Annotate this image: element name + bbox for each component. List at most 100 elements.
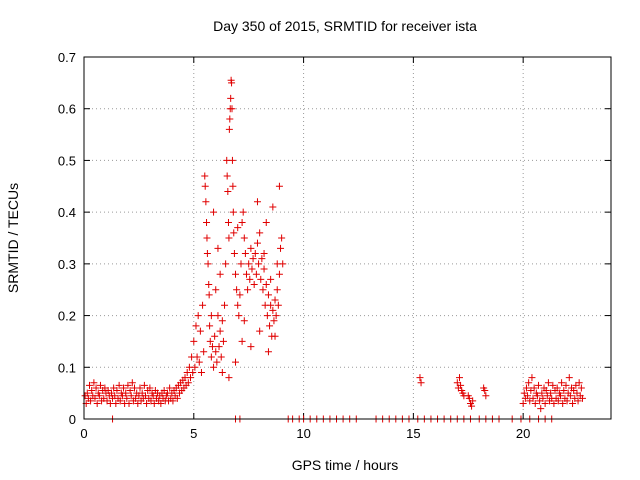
data-point [206,322,214,330]
data-point [542,387,550,395]
data-point [272,312,280,320]
data-point [277,244,285,252]
data-point [207,312,215,320]
data-point [538,389,546,397]
data-point [124,381,132,389]
data-point [259,286,267,294]
data-point [556,392,564,400]
data-point [525,379,533,387]
data-point [238,337,246,345]
data-point [150,399,158,407]
data-point [237,260,245,268]
data-point [544,379,552,387]
data-point [275,182,283,190]
data-point [541,399,549,407]
x-tick-label: 20 [516,426,530,441]
data-point [173,394,181,402]
data-point [196,327,204,335]
data-point [468,402,476,410]
data-point [228,79,236,87]
data-point [205,281,213,289]
data-point [210,363,218,371]
data-point [266,322,274,330]
data-point [235,312,243,320]
data-point [239,208,247,216]
data-point [577,384,585,392]
chart-title: Day 350 of 2015, SRMTID for receiver ist… [213,18,477,34]
data-point [228,156,236,164]
data-point [189,368,197,376]
data-point [217,353,225,361]
data-point [128,379,136,387]
data-point [271,332,279,340]
data-point [230,229,238,237]
data-point [262,218,270,226]
data-point [226,115,234,123]
data-point [550,399,558,407]
data-point [186,374,194,382]
data-point [274,301,282,309]
y-axis: 0 0.1 0.2 0.3 0.4 0.5 0.6 0.7 [58,50,611,427]
data-point [236,291,244,299]
data-point [122,389,130,397]
data-point [218,368,226,376]
data-point [247,244,255,252]
data-point [225,125,233,133]
data-point [194,312,202,320]
data-point [115,381,123,389]
data-point [257,275,265,283]
data-point [417,379,425,387]
data-point [578,394,586,402]
data-point [213,358,221,366]
data-point [230,250,238,258]
data-point [83,389,91,397]
data-point [116,397,124,405]
data-point [240,317,248,325]
data-point [125,399,133,407]
data-point [211,332,219,340]
data-point [524,392,532,400]
data-point [91,394,99,402]
data-point [92,384,100,392]
y-axis-label: SRMTID / TECUs [5,183,21,293]
data-point [193,353,201,361]
data-point [549,381,557,389]
data-point [256,229,264,237]
data-point [244,286,252,294]
data-point [269,306,277,314]
data-point [208,343,216,351]
data-point [574,397,582,405]
data-point [203,218,211,226]
data-point [537,405,545,413]
x-axis-label: GPS time / hours [292,457,399,473]
data-point [251,250,259,258]
data-point [202,198,210,206]
data-point [554,397,562,405]
data-point [253,239,261,247]
data-point [245,260,253,268]
data-point [93,399,101,407]
data-point [247,343,255,351]
data-point [207,353,215,361]
data-point [533,392,541,400]
data-point [267,301,275,309]
data-point [224,187,232,195]
data-point [88,387,96,395]
plot-frame [83,56,612,420]
data-point [214,244,222,252]
data-point [242,270,250,278]
data-point [204,260,212,268]
data-point [112,399,120,407]
data-point [192,322,200,330]
data-point [234,224,242,232]
data-point [560,387,568,395]
data-point [271,296,279,304]
data-point [530,384,538,392]
data-point [143,399,151,407]
data-point [234,301,242,309]
data-point [203,250,211,258]
data-point [273,260,281,268]
data-point [240,234,248,242]
data-point [232,270,240,278]
